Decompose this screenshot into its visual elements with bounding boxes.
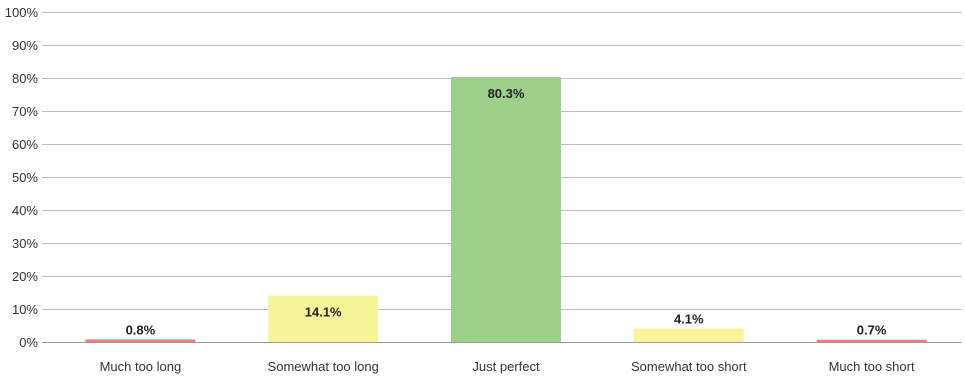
y-tick-label: 40% (12, 203, 38, 218)
data-label: 0.8% (126, 322, 156, 337)
category-label: Much too long (100, 359, 182, 374)
y-tick-label: 10% (12, 302, 38, 317)
bar (268, 295, 379, 342)
data-label: 4.1% (674, 311, 704, 326)
y-tick-label: 50% (12, 170, 38, 185)
y-tick-label: 0% (19, 335, 38, 350)
bar (451, 77, 561, 342)
data-label: 14.1% (305, 304, 342, 319)
y-tick-label: 30% (12, 236, 38, 251)
y-tick-label: 70% (12, 104, 38, 119)
bar (816, 339, 927, 342)
category-label: Just perfect (472, 359, 540, 374)
bars (85, 77, 927, 342)
category-label: Somewhat too long (268, 359, 379, 374)
bar (633, 328, 744, 342)
y-tick-label: 80% (12, 71, 38, 86)
data-labels: 0.8% 14.1% 80.3% 4.1% 0.7% (126, 86, 887, 338)
x-axis-categories: Much too long Somewhat too long Just perfe… (100, 359, 915, 374)
y-tick-label: 100% (5, 5, 39, 20)
data-label: 80.3% (488, 86, 525, 101)
y-axis-ticks: 0% 10% 20% 30% 40% 50% 60% 70% 80% 90% 100% (5, 5, 39, 350)
bar (85, 339, 196, 342)
y-tick-label: 90% (12, 38, 38, 53)
category-label: Somewhat too short (631, 359, 747, 374)
data-label: 0.7% (857, 323, 887, 338)
category-label: Much too short (829, 359, 915, 374)
y-tick-label: 20% (12, 269, 38, 284)
y-tick-label: 60% (12, 137, 38, 152)
